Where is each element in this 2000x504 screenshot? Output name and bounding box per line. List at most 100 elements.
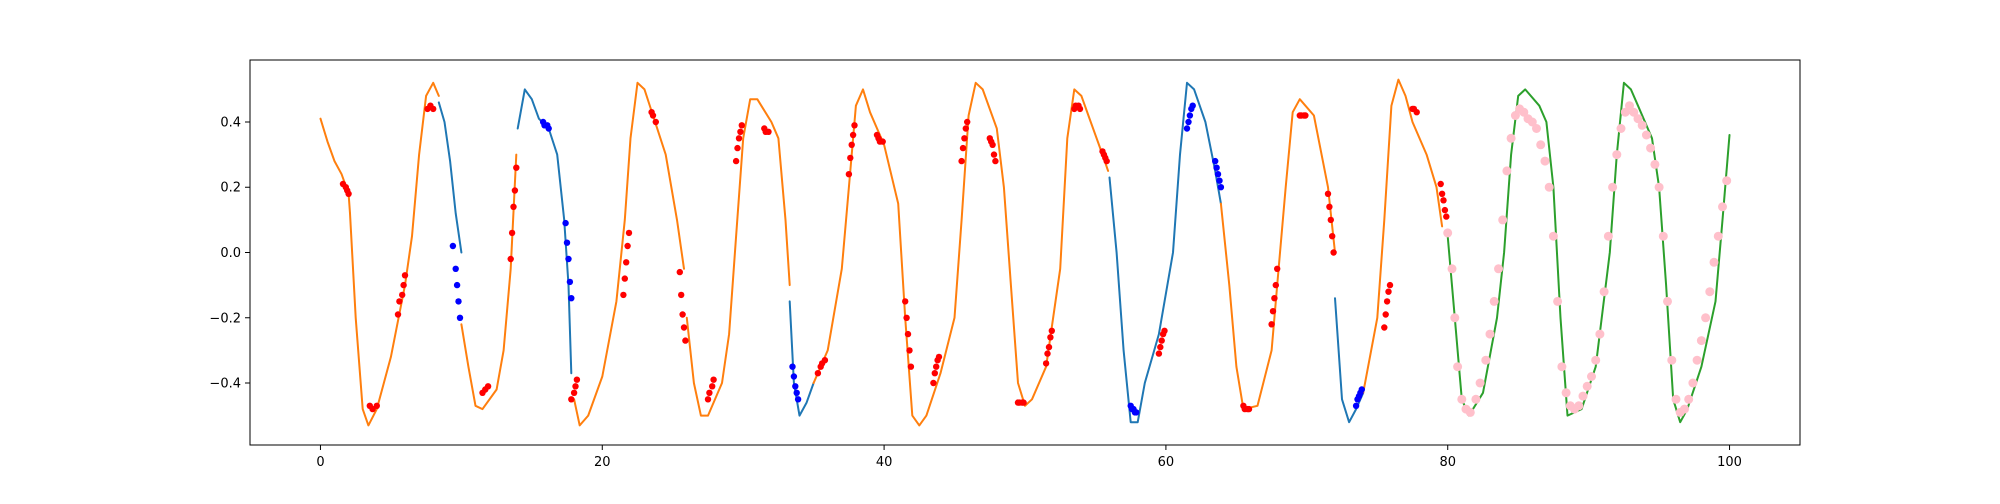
marker-darkblue-5-9 — [1189, 102, 1196, 109]
x-tick-label-0: 0 — [316, 455, 324, 470]
marker-pink-9-35 — [1591, 355, 1601, 365]
marker-red-4-31 — [990, 151, 998, 158]
marker-pink-9-22 — [1536, 140, 1546, 150]
marker-red-8-10 — [1440, 197, 1447, 204]
y-tick-label-0: −0.4 — [209, 377, 241, 392]
marker-darkblue-3-2 — [792, 383, 799, 390]
x-tick-label-1: 20 — [594, 455, 611, 470]
marker-red-2-25 — [738, 122, 745, 129]
marker-darkblue-5-5 — [1183, 125, 1191, 132]
marker-red-4-16 — [906, 347, 913, 354]
marker-pink-9-50 — [1654, 182, 1664, 192]
marker-darkblue-3-4 — [794, 396, 802, 403]
marker-pink-9-44 — [1629, 107, 1639, 117]
marker-red-0-19 — [508, 229, 516, 237]
series-line-orange-8 — [812, 81, 1110, 427]
marker-red-8-2 — [1383, 298, 1391, 305]
marker-red-4-26 — [962, 125, 969, 132]
marker-red-2-14 — [679, 311, 686, 318]
marker-red-6-2 — [1158, 337, 1165, 344]
marker-pink-9-53 — [1667, 355, 1677, 365]
marker-pink-9-18 — [1519, 107, 1529, 117]
marker-red-4-14 — [903, 314, 910, 321]
marker-red-4-38 — [1044, 350, 1051, 357]
marker-red-4-12 — [879, 138, 886, 145]
marker-red-2-20 — [710, 376, 717, 383]
marker-pink-9-62 — [1705, 287, 1715, 297]
marker-pink-9-8 — [1475, 378, 1485, 388]
marker-red-2-12 — [676, 268, 683, 276]
y-tick-label-3: 0.2 — [220, 181, 241, 196]
marker-red-2-17 — [704, 396, 712, 403]
marker-pink-9-42 — [1620, 107, 1630, 117]
marker-pink-9-32 — [1578, 391, 1588, 401]
marker-darkblue-3-3 — [793, 389, 800, 396]
series-line-orange-6 — [685, 98, 791, 417]
marker-pink-9-20 — [1527, 117, 1537, 127]
marker-red-8-1 — [1382, 311, 1389, 318]
x-tick-label-5: 100 — [1717, 455, 1742, 470]
marker-red-4-24 — [959, 144, 967, 152]
marker-pink-9-34 — [1587, 372, 1596, 381]
marker-red-8-3 — [1385, 288, 1392, 295]
marker-red-2-22 — [734, 144, 741, 152]
marker-red-2-21 — [732, 157, 740, 165]
marker-red-0-10 — [400, 281, 407, 289]
marker-pink-9-63 — [1709, 257, 1719, 267]
marker-red-4-32 — [992, 157, 999, 165]
marker-red-4-30 — [989, 141, 996, 148]
marker-pink-9-27 — [1557, 362, 1567, 372]
marker-red-4-3 — [821, 357, 829, 364]
marker-red-8-0 — [1381, 324, 1388, 331]
marker-darkblue-1-0 — [449, 242, 457, 250]
marker-red-2-23 — [735, 135, 743, 142]
marker-pink-9-14 — [1502, 166, 1512, 176]
marker-darkblue-5-12 — [1214, 171, 1222, 178]
series-line-orange-0 — [319, 117, 351, 215]
marker-darkblue-1-12 — [566, 278, 574, 286]
marker-red-6-1 — [1157, 343, 1164, 351]
marker-red-6-10 — [1269, 308, 1277, 315]
marker-red-2-7 — [624, 242, 631, 250]
marker-red-6-9 — [1268, 321, 1275, 328]
marker-pink-9-48 — [1646, 143, 1656, 153]
x-tick-label-4: 80 — [1439, 455, 1456, 470]
marker-pink-9-21 — [1532, 124, 1541, 133]
marker-darkblue-1-2 — [453, 281, 461, 289]
marker-red-0-6 — [373, 402, 380, 409]
marker-pink-9-33 — [1582, 381, 1592, 391]
marker-red-2-16 — [682, 337, 689, 344]
marker-pink-9-43 — [1625, 101, 1634, 111]
marker-red-2-10 — [649, 112, 657, 119]
marker-pink-9-9 — [1481, 355, 1491, 365]
marker-darkblue-5-4 — [1133, 409, 1140, 416]
marker-pink-9-38 — [1603, 231, 1613, 241]
marker-pink-9-3 — [1453, 362, 1463, 372]
marker-red-6-11 — [1271, 295, 1278, 302]
marker-pink-9-41 — [1616, 124, 1626, 133]
marker-red-8-12 — [1443, 213, 1450, 220]
marker-pink-9-16 — [1510, 111, 1520, 120]
marker-darkblue-5-11 — [1213, 164, 1220, 171]
marker-red-4-25 — [961, 135, 968, 142]
marker-pink-9-49 — [1650, 159, 1660, 169]
marker-red-2-6 — [623, 259, 630, 266]
marker-red-8-11 — [1441, 206, 1449, 214]
marker-red-0-18 — [507, 255, 514, 263]
marker-pink-9-24 — [1544, 182, 1554, 192]
marker-red-4-40 — [1047, 334, 1054, 341]
marker-red-4-39 — [1045, 343, 1053, 351]
marker-red-4-15 — [904, 330, 912, 338]
marker-red-6-12 — [1272, 281, 1280, 289]
marker-red-4-8 — [851, 122, 858, 129]
marker-pink-9-2 — [1450, 313, 1460, 323]
marker-red-2-2 — [572, 383, 579, 390]
marker-pink-9-59 — [1692, 355, 1702, 365]
marker-pink-9-31 — [1574, 401, 1584, 411]
marker-red-4-45 — [1076, 105, 1084, 113]
marker-red-4-4 — [845, 171, 853, 178]
marker-red-4-20 — [933, 363, 940, 370]
marker-red-4-37 — [1042, 360, 1050, 367]
